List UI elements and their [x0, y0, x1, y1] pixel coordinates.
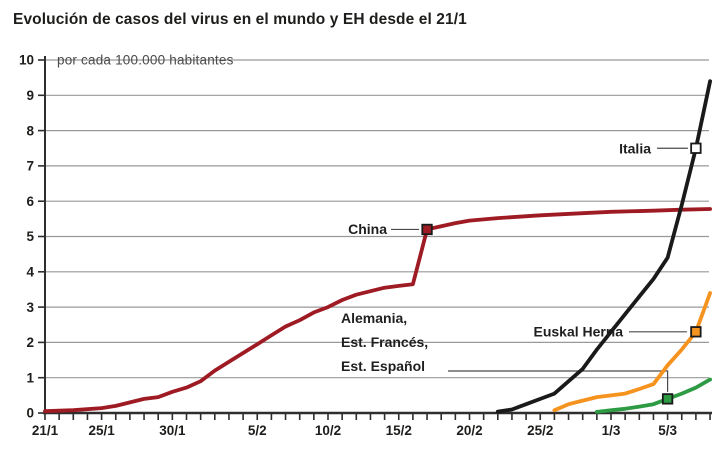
y-tick-label-8: 8 [26, 123, 34, 138]
italia-label: Italia [619, 140, 651, 156]
x-tick-label-10/2: 10/2 [315, 423, 341, 438]
y-tick-label-1: 1 [26, 370, 34, 385]
series-lines [43, 79, 712, 414]
x-tick-label-25/1: 25/1 [88, 423, 115, 438]
italia-marker [690, 142, 702, 154]
y-tick-label-10: 10 [19, 53, 34, 68]
euskal-herria-line [552, 291, 712, 413]
x-tick-label-21/1: 21/1 [32, 423, 59, 438]
x-tick-label-1/3: 1/3 [602, 423, 621, 438]
annotation-labels: China Italia Euskal Herria Alemania, Est. Fr… [341, 140, 651, 374]
x-tick-label-30/1: 30/1 [159, 423, 186, 438]
y-tick-label-4: 4 [26, 265, 34, 280]
y-tick-label-5: 5 [26, 229, 34, 244]
y-tick-label-3: 3 [26, 300, 34, 315]
alemania-francia-espana-marker [661, 393, 674, 405]
x-tick-label-5/2: 5/2 [248, 423, 267, 438]
y-axis-ticks: 0 1 2 3 4 5 6 7 8 9 10 [19, 53, 45, 421]
y-tick-label-6: 6 [26, 194, 34, 209]
unit-label: por cada 100.000 habitantes [57, 53, 234, 68]
china-label: China [348, 221, 387, 237]
y-tick-label-7: 7 [26, 159, 34, 174]
y-tick-label-9: 9 [26, 88, 34, 103]
x-tick-label-15/2: 15/2 [386, 423, 412, 438]
chart-title: Evolución de casos del virus en el mundo… [13, 11, 467, 28]
china-marker [421, 223, 433, 236]
alemania-francia-espana-line [595, 377, 712, 414]
annotation-leader-lines [391, 147, 688, 392]
china-line [43, 207, 712, 414]
alemania-leader-line [448, 370, 669, 392]
alemania-label-line-2: Est. Francés, [341, 334, 428, 350]
euskal-herria-marker [690, 326, 702, 338]
alemania-label-line-1: Alemania, [341, 310, 407, 326]
series-markers [421, 142, 702, 405]
alemania-label-line-3: Est. Español [341, 358, 425, 374]
x-axis-ticks: 21/1 25/1 30/1 5/2 10/2 15/2 20/2 25/2 1/3 5/3 [32, 414, 711, 438]
gridlines [45, 59, 709, 379]
y-tick-label-0: 0 [26, 406, 34, 421]
euskal-herria-label: Euskal Herria [534, 323, 624, 339]
x-tick-label-20/2: 20/2 [456, 423, 482, 438]
x-tick-label-25/2: 25/2 [527, 423, 553, 438]
y-tick-label-2: 2 [26, 335, 34, 350]
italia-line [495, 79, 712, 414]
x-tick-label-5/3: 5/3 [658, 423, 677, 438]
